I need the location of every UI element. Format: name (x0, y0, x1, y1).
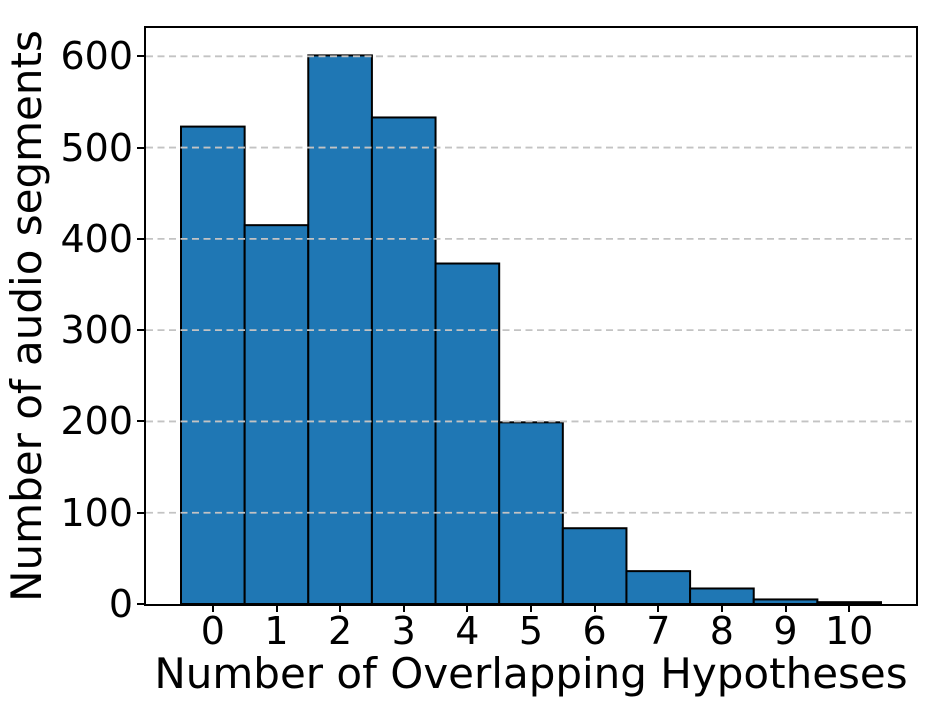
bar-7 (625, 570, 692, 604)
y-tick-mark-300 (137, 329, 145, 332)
x-tick-label-9: 9 (773, 609, 798, 653)
x-tick-label-10: 10 (825, 609, 874, 653)
x-tick-mark-3 (402, 604, 405, 612)
x-tick-mark-7 (657, 604, 660, 612)
x-tick-label-1: 1 (264, 609, 289, 653)
bar-0 (180, 125, 246, 604)
bar-3 (370, 116, 437, 604)
x-tick-mark-8 (720, 604, 723, 612)
plot-canvas (146, 54, 916, 604)
y-tick-label-200: 200 (60, 399, 133, 444)
x-tick-mark-2 (339, 604, 342, 612)
y-tick-mark-400 (137, 237, 145, 240)
x-tick-mark-10 (848, 604, 851, 612)
bar-2 (307, 54, 373, 604)
x-axis-label: Number of Overlapping Hypotheses (154, 649, 908, 698)
y-tick-label-400: 400 (60, 216, 133, 261)
y-tick-label-100: 100 (60, 490, 133, 535)
y-tick-mark-500 (137, 146, 145, 149)
x-tick-mark-0 (211, 604, 214, 612)
y-tick-label-300: 300 (60, 308, 133, 353)
x-tick-label-7: 7 (646, 609, 671, 653)
y-tick-mark-100 (137, 511, 145, 514)
x-tick-label-0: 0 (200, 609, 225, 653)
bar-4 (434, 262, 501, 604)
x-tick-label-5: 5 (518, 609, 544, 653)
y-tick-mark-200 (137, 420, 145, 423)
x-tick-mark-6 (593, 604, 596, 612)
y-tick-label-600: 600 (60, 34, 133, 79)
bar-8 (689, 587, 755, 604)
x-tick-label-8: 8 (709, 609, 734, 653)
x-tick-label-2: 2 (328, 609, 353, 653)
plot-area (144, 26, 918, 606)
y-tick-label-500: 500 (60, 125, 133, 170)
y-tick-mark-600 (137, 55, 145, 58)
x-tick-mark-9 (784, 604, 787, 612)
x-tick-mark-4 (466, 604, 469, 612)
y-tick-mark-0 (137, 603, 145, 605)
x-tick-label-4: 4 (455, 609, 480, 653)
bar-1 (243, 224, 310, 604)
bar-6 (561, 527, 628, 604)
x-tick-label-3: 3 (391, 609, 416, 653)
x-tick-label-6: 6 (582, 609, 607, 653)
x-tick-mark-1 (275, 604, 278, 612)
y-tick-label-0: 0 (108, 582, 133, 626)
x-tick-mark-5 (530, 604, 532, 612)
